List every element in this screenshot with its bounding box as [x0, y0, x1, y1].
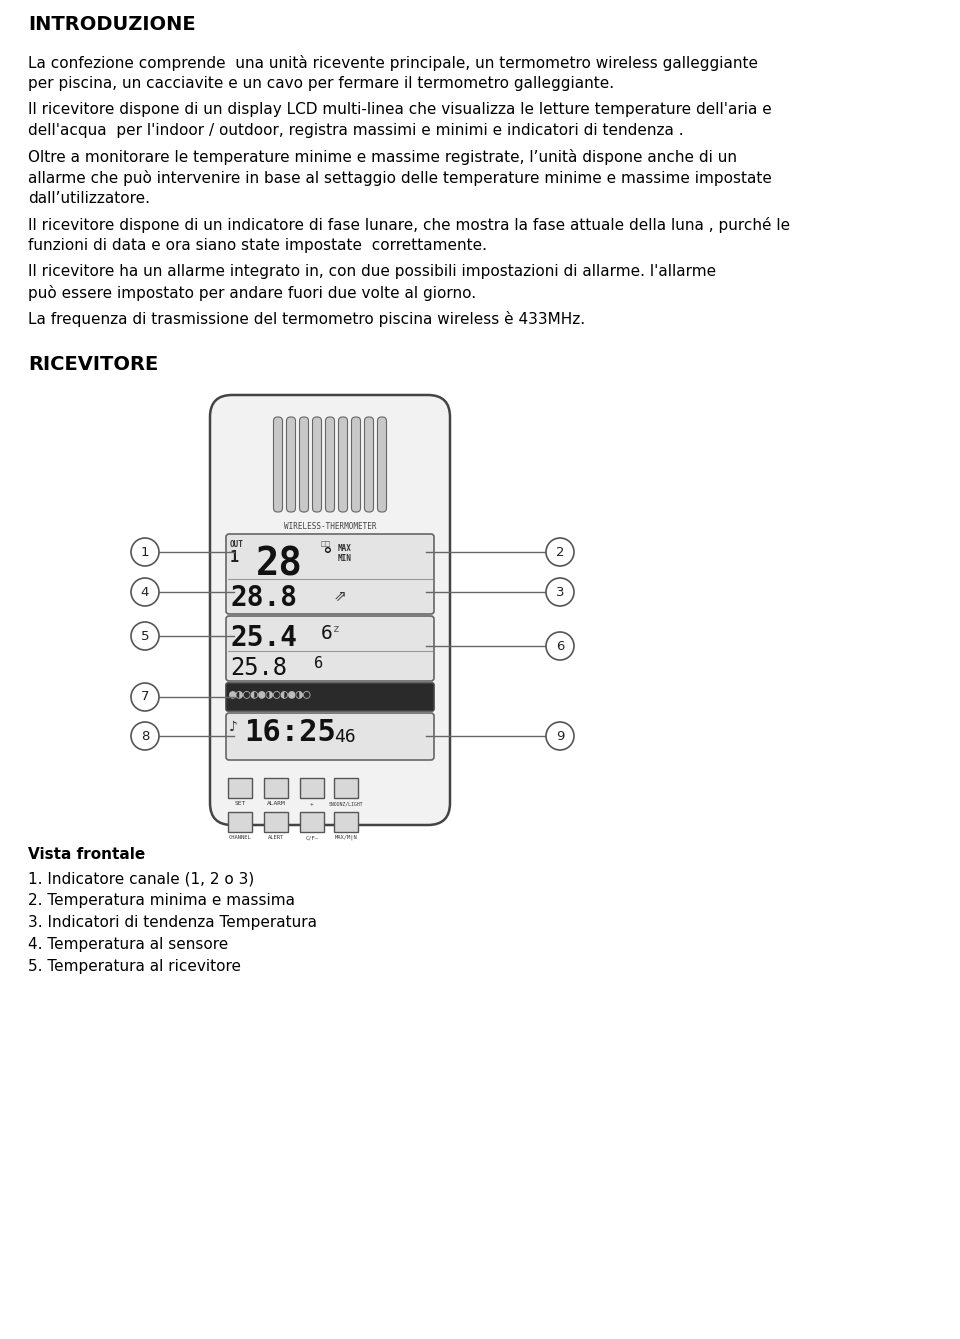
Text: La confezione comprende  una unità ricevente principale, un termometro wireless : La confezione comprende una unità riceve…	[28, 55, 758, 71]
Text: RICEVITORE: RICEVITORE	[28, 355, 158, 374]
Text: 3. Indicatori di tendenza Temperatura: 3. Indicatori di tendenza Temperatura	[28, 915, 317, 931]
Circle shape	[131, 538, 159, 566]
FancyBboxPatch shape	[228, 811, 252, 832]
Text: SNOONZ/LIGHT: SNOONZ/LIGHT	[328, 801, 363, 806]
Circle shape	[546, 538, 574, 566]
FancyBboxPatch shape	[286, 416, 296, 511]
Text: ALERT: ALERT	[268, 836, 284, 840]
Text: 4. Temperatura al sensore: 4. Temperatura al sensore	[28, 937, 228, 952]
Text: Oltre a monitorare le temperature minime e massime registrate, l’unità dispone a: Oltre a monitorare le temperature minime…	[28, 149, 737, 165]
FancyBboxPatch shape	[325, 416, 334, 511]
Text: 25.8: 25.8	[230, 656, 287, 680]
Text: Vista frontale: Vista frontale	[28, 848, 145, 862]
Text: 16:25: 16:25	[244, 718, 336, 747]
Text: +: +	[310, 801, 314, 806]
Text: ♪: ♪	[229, 720, 238, 734]
Circle shape	[546, 578, 574, 607]
Text: 4: 4	[141, 585, 149, 599]
Text: 3: 3	[556, 585, 564, 599]
FancyBboxPatch shape	[226, 683, 434, 711]
Text: 46: 46	[334, 728, 356, 746]
FancyBboxPatch shape	[264, 811, 288, 832]
Text: MAX: MAX	[338, 544, 352, 553]
FancyBboxPatch shape	[210, 395, 450, 825]
Text: per piscina, un cacciavite e un cavo per fermare il termometro galleggiante.: per piscina, un cacciavite e un cavo per…	[28, 76, 614, 91]
Text: 28: 28	[256, 546, 302, 584]
Text: 6: 6	[321, 624, 333, 643]
FancyBboxPatch shape	[226, 712, 434, 761]
FancyBboxPatch shape	[377, 416, 387, 511]
Text: CHANNEL: CHANNEL	[228, 836, 252, 840]
Text: 6: 6	[314, 656, 324, 671]
Text: 1. Indicatore canale (1, 2 o 3): 1. Indicatore canale (1, 2 o 3)	[28, 870, 254, 886]
Text: 6: 6	[556, 640, 564, 652]
Text: 5: 5	[141, 629, 149, 643]
Text: INTRODUZIONE: INTRODUZIONE	[28, 15, 196, 33]
Text: Il ricevitore dispone di un display LCD multi-linea che visualizza le letture te: Il ricevitore dispone di un display LCD …	[28, 102, 772, 116]
FancyBboxPatch shape	[264, 778, 288, 798]
Text: □□: □□	[321, 540, 331, 548]
FancyBboxPatch shape	[300, 416, 308, 511]
Text: MIN: MIN	[338, 554, 352, 562]
FancyBboxPatch shape	[228, 778, 252, 798]
Text: La frequenza di trasmissione del termometro piscina wireless è 433MHz.: La frequenza di trasmissione del termome…	[28, 311, 586, 327]
Text: dell'acqua  per l'indoor / outdoor, registra massimi e minimi e indicatori di te: dell'acqua per l'indoor / outdoor, regis…	[28, 123, 684, 138]
Text: allarme che può intervenire in base al settaggio delle temperature minime e mass: allarme che può intervenire in base al s…	[28, 170, 772, 186]
FancyBboxPatch shape	[300, 778, 324, 798]
Text: MAX/M|N: MAX/M|N	[335, 836, 357, 841]
Text: 28.8: 28.8	[230, 584, 297, 612]
Text: funzioni di data e ora siano state impostate  correttamente.: funzioni di data e ora siano state impos…	[28, 238, 487, 253]
Text: 7: 7	[141, 691, 149, 703]
FancyBboxPatch shape	[226, 616, 434, 682]
Text: 5. Temperatura al ricevitore: 5. Temperatura al ricevitore	[28, 959, 241, 973]
FancyBboxPatch shape	[274, 416, 282, 511]
Text: WIRELESS-THERMOMETER: WIRELESS-THERMOMETER	[284, 522, 376, 532]
Text: 8: 8	[141, 730, 149, 743]
Circle shape	[546, 632, 574, 660]
Text: dall’utilizzatore.: dall’utilizzatore.	[28, 191, 150, 206]
Text: può essere impostato per andare fuori due volte al giorno.: può essere impostato per andare fuori du…	[28, 285, 476, 301]
Text: z: z	[333, 624, 340, 633]
Text: 9: 9	[556, 730, 564, 743]
FancyBboxPatch shape	[313, 416, 322, 511]
Text: 2: 2	[556, 545, 564, 558]
FancyBboxPatch shape	[226, 534, 434, 615]
FancyBboxPatch shape	[334, 778, 358, 798]
Text: Il ricevitore dispone di un indicatore di fase lunare, che mostra la fase attual: Il ricevitore dispone di un indicatore d…	[28, 217, 790, 233]
FancyBboxPatch shape	[351, 416, 361, 511]
FancyBboxPatch shape	[334, 811, 358, 832]
Circle shape	[131, 578, 159, 607]
Circle shape	[131, 623, 159, 649]
Circle shape	[546, 722, 574, 750]
FancyBboxPatch shape	[339, 416, 348, 511]
Text: OUT: OUT	[230, 540, 244, 549]
Text: ALARM: ALARM	[267, 801, 285, 806]
Text: 2. Temperatura minima e massima: 2. Temperatura minima e massima	[28, 893, 295, 908]
Text: 25.4: 25.4	[230, 624, 297, 652]
Text: C/F—: C/F—	[305, 836, 319, 840]
Text: °: °	[321, 546, 333, 565]
Circle shape	[131, 683, 159, 711]
Text: SET: SET	[234, 801, 246, 806]
Text: ⇗: ⇗	[334, 589, 347, 604]
FancyBboxPatch shape	[300, 811, 324, 832]
Text: Il ricevitore ha un allarme integrato in, con due possibili impostazioni di alla: Il ricevitore ha un allarme integrato in…	[28, 264, 716, 279]
FancyBboxPatch shape	[365, 416, 373, 511]
Text: 1: 1	[230, 550, 239, 565]
Circle shape	[131, 722, 159, 750]
Text: ●◑○◐●◑○◐●◑○: ●◑○◐●◑○◐●◑○	[229, 687, 311, 700]
Text: 1: 1	[141, 545, 149, 558]
